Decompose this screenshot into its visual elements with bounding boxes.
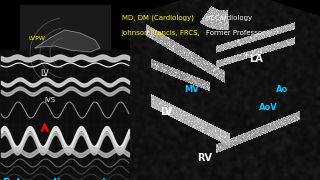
Bar: [130, 0, 320, 180]
Text: Former Professor: Former Professor: [206, 30, 265, 36]
Text: LV: LV: [41, 69, 49, 78]
Text: of Cardiology: of Cardiology: [206, 15, 252, 21]
Text: LV: LV: [160, 107, 172, 117]
Text: MV: MV: [185, 86, 199, 94]
Bar: [20, 5, 110, 53]
Text: AoV: AoV: [260, 103, 278, 112]
Bar: [0, 50, 130, 180]
Text: Johnson Francis, FRCS,: Johnson Francis, FRCS,: [122, 30, 200, 36]
Text: LA: LA: [249, 54, 263, 64]
Text: Ao: Ao: [276, 86, 288, 94]
Polygon shape: [35, 30, 100, 52]
Text: MD, DM (Cardiology): MD, DM (Cardiology): [122, 15, 194, 21]
Text: IVS: IVS: [44, 97, 55, 103]
Text: Echocardiogram in
Anterior Wall Myocardial
Infarction: Echocardiogram in Anterior Wall Myocardi…: [3, 178, 149, 180]
Text: RV: RV: [197, 153, 212, 163]
Text: LVPW: LVPW: [28, 36, 45, 41]
Bar: [0, 50, 130, 180]
